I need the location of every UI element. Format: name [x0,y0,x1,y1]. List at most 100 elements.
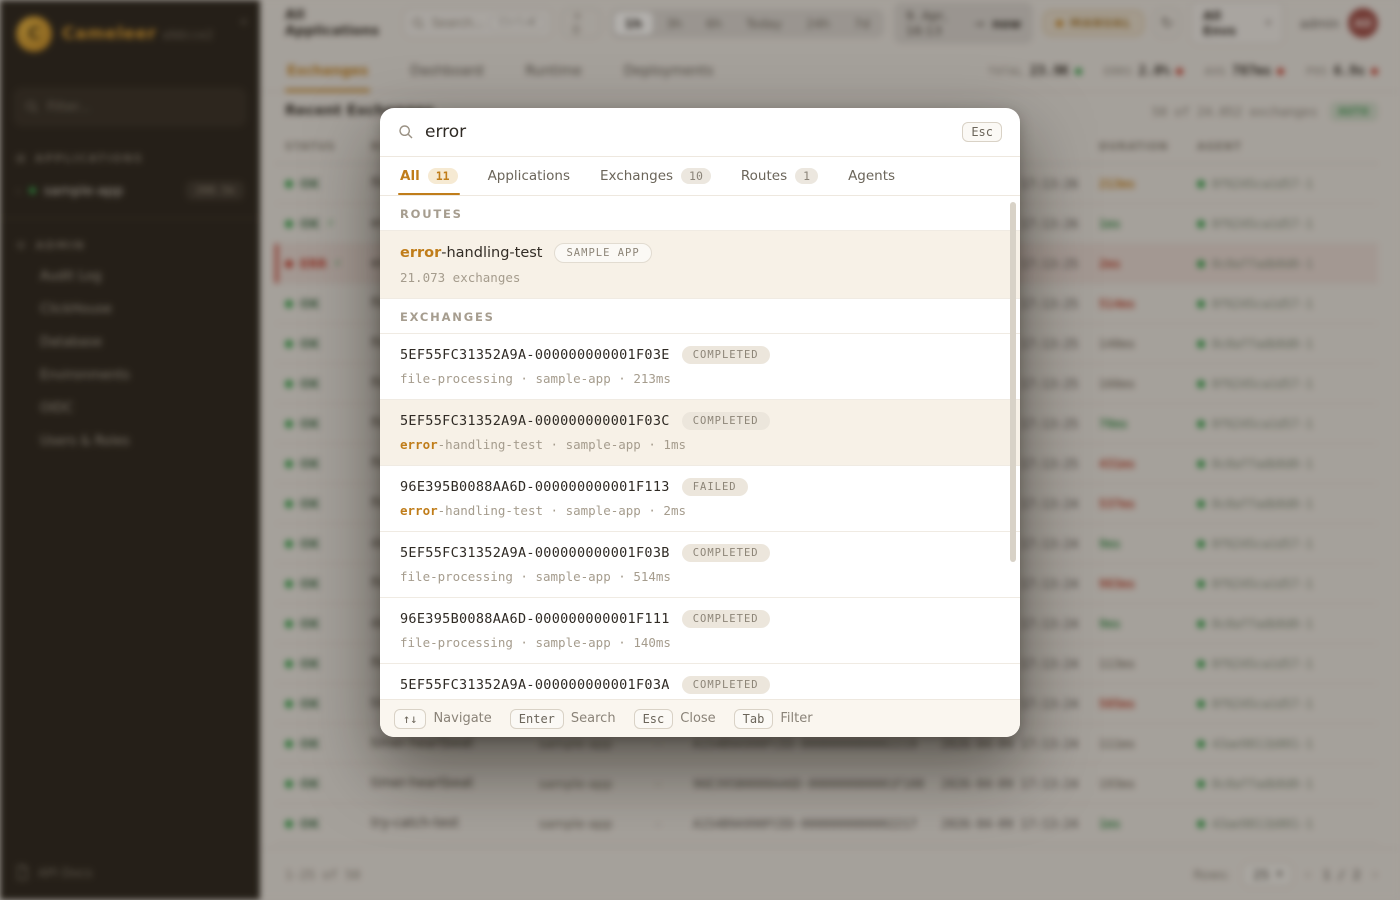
time-range-button[interactable]: 6h [706,15,722,31]
environment-selector[interactable]: All Envs ▾ [1189,1,1284,45]
modal-tab[interactable]: Applications [487,168,571,184]
admin-section-header: ⚙ ADMIN [16,239,86,252]
exchange-id: 5EF55FC31352A9A-000000000001F03E [400,347,670,363]
manual-mode-button[interactable]: MANUAL [1043,10,1145,36]
exchange-result-item[interactable]: 5EF55FC31352A9A-000000000001F03C COMPLET… [380,400,1020,466]
agent-cell: 8f6245ca1d57-1 [1197,177,1378,191]
status-label: OK [300,816,320,831]
search-icon [26,101,38,113]
agent-status-dot [1197,259,1205,268]
sidebar-admin-item[interactable]: Database [40,335,103,350]
status-dot [285,779,293,788]
agent-cell: 8f6245ca1d57-1 [1197,377,1378,391]
sidebar-admin-item[interactable]: Users & Roles [40,434,130,449]
agent-status-dot [1197,179,1205,188]
time-range-button[interactable]: 3h [666,15,683,31]
keyboard-hint: ↑↓ Navigate [394,708,492,729]
exchange-subtitle: file-processing · sample-app · 213ms [400,371,671,386]
sidebar-item-sample-app[interactable]: › sample-app 208.5k [0,173,260,214]
agent-status-dot [1197,739,1205,748]
time-range-button[interactable]: 7d [853,15,870,31]
status-badge: COMPLETED [681,412,770,430]
next-page-button[interactable]: › [1372,866,1378,883]
exchange-result-item[interactable]: 5EF55FC31352A9A-000000000001F03B COMPLET… [380,532,1020,598]
time-range-button[interactable]: Today [745,15,783,31]
date-range-display[interactable]: 9. Apr, 16:13 → now [893,2,1034,44]
duration-cell: 2ms [1099,256,1121,271]
avatar: AD [1348,8,1379,38]
modal-tab[interactable]: Routes 1 [741,157,819,195]
main-tab[interactable]: Exchanges [285,53,371,92]
application-scope-selector[interactable]: All Applications [285,7,380,39]
route-exchange-count: 21.073 exchanges [400,270,521,285]
sidebar-admin-item[interactable]: OIDC [40,401,74,416]
global-search-box[interactable]: Search... Ctrl+K [402,8,553,38]
exchange-result-item[interactable]: 96E395B0088AA6D-000000000001F113 FAILED … [380,466,1020,532]
search-shortcut-kbd: Ctrl+K [491,15,544,31]
rows-per-page-select[interactable]: 25 ▾ [1242,862,1294,887]
agent-cell: 8f6245ca1d57-1 [1197,657,1378,671]
status-label: OK [300,536,320,551]
refresh-button[interactable]: ↻ [1154,8,1180,38]
esc-kbd[interactable]: Esc [962,122,1002,142]
brand: C Cameleer a9dcce2 [0,0,260,62]
table-row[interactable]: OK try-catch-test sample-app – A154B9A99… [275,804,1378,844]
status-label: OK [300,336,320,351]
time-range-button[interactable]: 24h [806,15,830,31]
time-range-button[interactable]: 1h [613,11,654,35]
exchange-result-item[interactable]: 5EF55FC31352A9A-000000000001F03E COMPLET… [380,334,1020,400]
sidebar-divider [0,218,260,219]
filter-count-chip[interactable]: + 0 [562,8,601,38]
agent-cell: 8f6245ca1d57-1 [1197,417,1378,431]
sidebar-admin-item[interactable]: Audit Log [40,269,102,284]
sidebar-admin-item[interactable]: Environments [40,368,130,383]
sidebar-filter-input[interactable]: Filter... [14,88,246,126]
auto-refresh-badge[interactable]: AUTO [1329,101,1378,121]
duration-cell: 193ms [1099,776,1136,791]
sidebar-collapse-icon[interactable]: « [239,14,248,30]
agent-cell: 8c0affadb8d0-1 [1197,257,1378,271]
brand-version: a9dcce2 [162,28,214,42]
exchange-result-item[interactable]: 96E395B0088AA6D-000000000001F111 COMPLET… [380,598,1020,664]
brand-name: Cameleer [62,24,157,44]
modal-tab[interactable]: Agents [848,168,896,184]
table-row[interactable]: OK timer-heartbeat sample-app – A154B9A9… [275,724,1378,764]
route-result-item[interactable]: error-handling-test SAMPLE APP 21.073 ex… [380,231,1020,299]
document-icon [17,865,28,880]
prev-page-button[interactable]: ‹ [1305,866,1311,883]
gear-icon: ⚙ [16,239,28,252]
route-cell: timer-heartbeat [371,736,474,751]
modal-tab[interactable]: All 11 [398,157,460,195]
search-input[interactable]: error [425,122,467,142]
table-row[interactable]: OK timer-heartbeat sample-app – 96E395B0… [275,764,1378,804]
sidebar-item-api-docs[interactable]: API Docs [0,847,260,900]
exchange-subtitle: file-processing · sample-app · 140ms [400,635,671,650]
agent-cell: 8c0affadb8d0-1 [1197,617,1378,631]
exchange-id-cell: A154B9A990FCED-0000000000002217 [693,816,917,831]
status-label: OK [300,376,320,391]
sidebar-admin-item[interactable]: ClickHouse [40,302,112,317]
started-cell: 2026-04-09 17:13:24 [941,736,1079,751]
exchange-result-item[interactable]: 5EF55FC31352A9A-000000000001F03A COMPLET… [380,664,1020,699]
main-tab[interactable]: Dashboard [410,63,484,79]
scrollbar-thumb[interactable] [1010,202,1016,562]
status-dot [285,219,293,228]
status-badge: COMPLETED [681,610,770,628]
duration-cell: 537ms [1099,496,1136,511]
stat-dot [1371,68,1378,75]
main-tab[interactable]: Runtime [525,63,582,79]
agent-status-dot [1197,379,1205,388]
user-menu[interactable]: admin AD [1300,8,1379,38]
stat: AVG 787ms [1205,64,1285,79]
main-tab[interactable]: Deployments [623,63,714,79]
agent-cell: 8f6245ca1d57-1 [1197,297,1378,311]
admin-menu: Audit Log ClickHouse Database Environmen… [0,260,260,458]
app-cell: sample-app [539,776,613,791]
modal-tab[interactable]: Exchanges 10 [600,157,711,195]
agent-status-dot [1197,539,1205,548]
status-dot [285,619,293,628]
status-label: ERR [300,256,327,271]
agent-status-dot [1197,659,1205,668]
stat-dot [1277,68,1285,75]
search-results: ROUTES error-handling-test SAMPLE APP 21… [380,196,1020,699]
